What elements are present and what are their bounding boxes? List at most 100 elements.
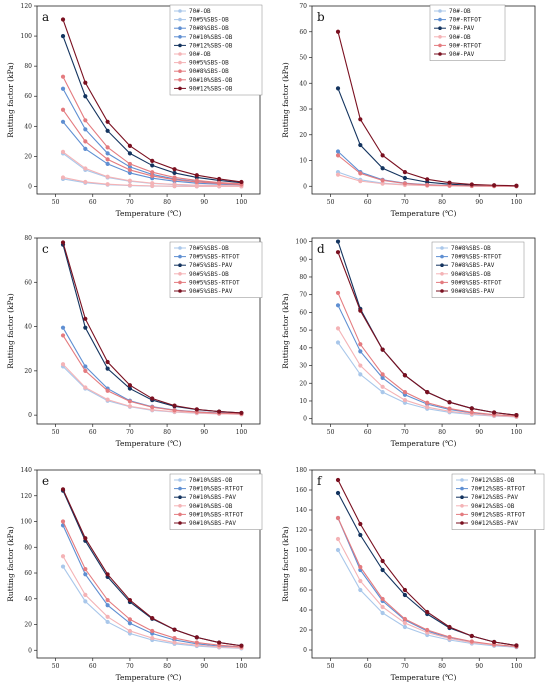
data-point [83, 536, 88, 541]
legend-label: 70#10%SBS-RTFOT [189, 486, 244, 493]
legend-label: 70#12%SBS-OB [189, 42, 233, 49]
x-tick-label: 50 [52, 199, 60, 206]
x-tick-label: 100 [511, 663, 523, 670]
data-point [150, 173, 155, 179]
legend-label: 90#-OB [449, 34, 471, 41]
data-point [150, 158, 155, 164]
x-tick-label: 70 [126, 663, 134, 670]
data-point [83, 325, 88, 330]
data-point [127, 143, 133, 148]
x-tick-label: 90 [475, 663, 483, 670]
x-tick-label: 90 [200, 663, 208, 670]
data-point [105, 182, 110, 187]
legend-label: 70#10%SBS-OB [189, 34, 233, 41]
y-tick-label: 10 [299, 158, 307, 165]
data-point [127, 167, 133, 173]
plot-frame [36, 5, 261, 195]
data-point [60, 362, 66, 367]
data-point [194, 407, 199, 412]
legend-label: 70#5%SBS-OB [189, 245, 229, 252]
data-point [127, 161, 133, 167]
data-point [425, 627, 430, 633]
y-tick-label: 70 [299, 3, 307, 10]
data-point [83, 368, 88, 373]
legend-label: 70#8%SBS-RTFOT [451, 254, 502, 261]
data-point [239, 179, 244, 185]
y-tick-label: 40 [299, 80, 307, 87]
x-axis-label: Temperature (℃) [391, 439, 457, 448]
data-point [105, 603, 110, 608]
data-point [60, 554, 66, 559]
data-point [60, 175, 66, 180]
legend-marker [178, 246, 182, 250]
y-tick-label: 120 [21, 493, 33, 500]
data-point [380, 178, 385, 183]
legend-marker [178, 86, 182, 91]
data-point [492, 410, 497, 415]
legend-marker [178, 35, 182, 39]
data-point [150, 181, 155, 186]
legend-label: 70#10%SBS-PAV [189, 494, 236, 501]
panel-f: 50 60 70 80 90 100 0 20 40 60 80 100 120 140 160 180 Tem… [281, 467, 545, 682]
data-point [380, 567, 385, 573]
x-tick-label: 70 [401, 663, 409, 670]
y-axis-label: Rutting factor (kPa) [281, 526, 290, 602]
data-point [194, 173, 199, 178]
y-tick-label: 50 [299, 327, 307, 334]
series-line [337, 292, 517, 417]
data-point [172, 170, 177, 176]
legend-label: 90#-PAV [449, 51, 475, 58]
data-point [150, 615, 155, 621]
legend-label: 90#10%SBS-PAV [189, 520, 236, 527]
series-line [62, 151, 242, 187]
x-tick-label: 70 [401, 199, 409, 206]
data-point [492, 639, 497, 645]
data-point [83, 592, 88, 598]
data-point [83, 179, 88, 185]
y-tick-label: 0 [28, 647, 32, 654]
x-tick-label: 70 [126, 429, 134, 436]
data-point [127, 404, 133, 409]
legend-label: 90#12%SBS-OB [189, 85, 233, 92]
data-point [335, 547, 341, 553]
legend-label: 70#12%SBS-RTFOT [471, 486, 526, 493]
series-line [337, 517, 517, 648]
y-tick-label: 80 [299, 567, 307, 574]
data-point [150, 163, 155, 168]
data-point [60, 17, 66, 22]
data-point [127, 597, 133, 603]
data-point [105, 128, 110, 133]
data-point [172, 403, 177, 408]
y-tick-label: 90 [299, 256, 307, 263]
y-tick-label: 60 [24, 93, 32, 100]
legend-marker [438, 26, 442, 31]
data-point [380, 596, 385, 602]
data-point [358, 342, 363, 347]
data-point [358, 117, 363, 122]
legend-marker [178, 478, 182, 482]
legend-marker [178, 495, 182, 500]
data-point [469, 639, 474, 644]
data-point [194, 183, 199, 188]
data-point [514, 183, 519, 188]
data-point [60, 333, 66, 338]
data-point [358, 521, 363, 527]
legend-label: 90#12%SBS-OB [471, 503, 515, 510]
data-point [127, 178, 133, 183]
legend-label: 90#5%SBS-PAV [189, 288, 233, 295]
legend-label: 70#5%SBS-OB [189, 17, 229, 24]
legend-label: 90#8%SBS-PAV [451, 288, 495, 295]
x-tick-label: 50 [52, 429, 60, 436]
data-point [335, 172, 341, 177]
legend-label: 70#12%SBS-PAV [471, 494, 518, 501]
y-tick-label: 120 [296, 527, 308, 534]
x-tick-label: 80 [163, 663, 171, 670]
data-point [469, 633, 474, 639]
y-tick-label: 160 [296, 487, 308, 494]
legend-marker [178, 26, 182, 31]
data-point [60, 240, 66, 245]
data-point [150, 635, 155, 641]
data-point [83, 385, 88, 390]
